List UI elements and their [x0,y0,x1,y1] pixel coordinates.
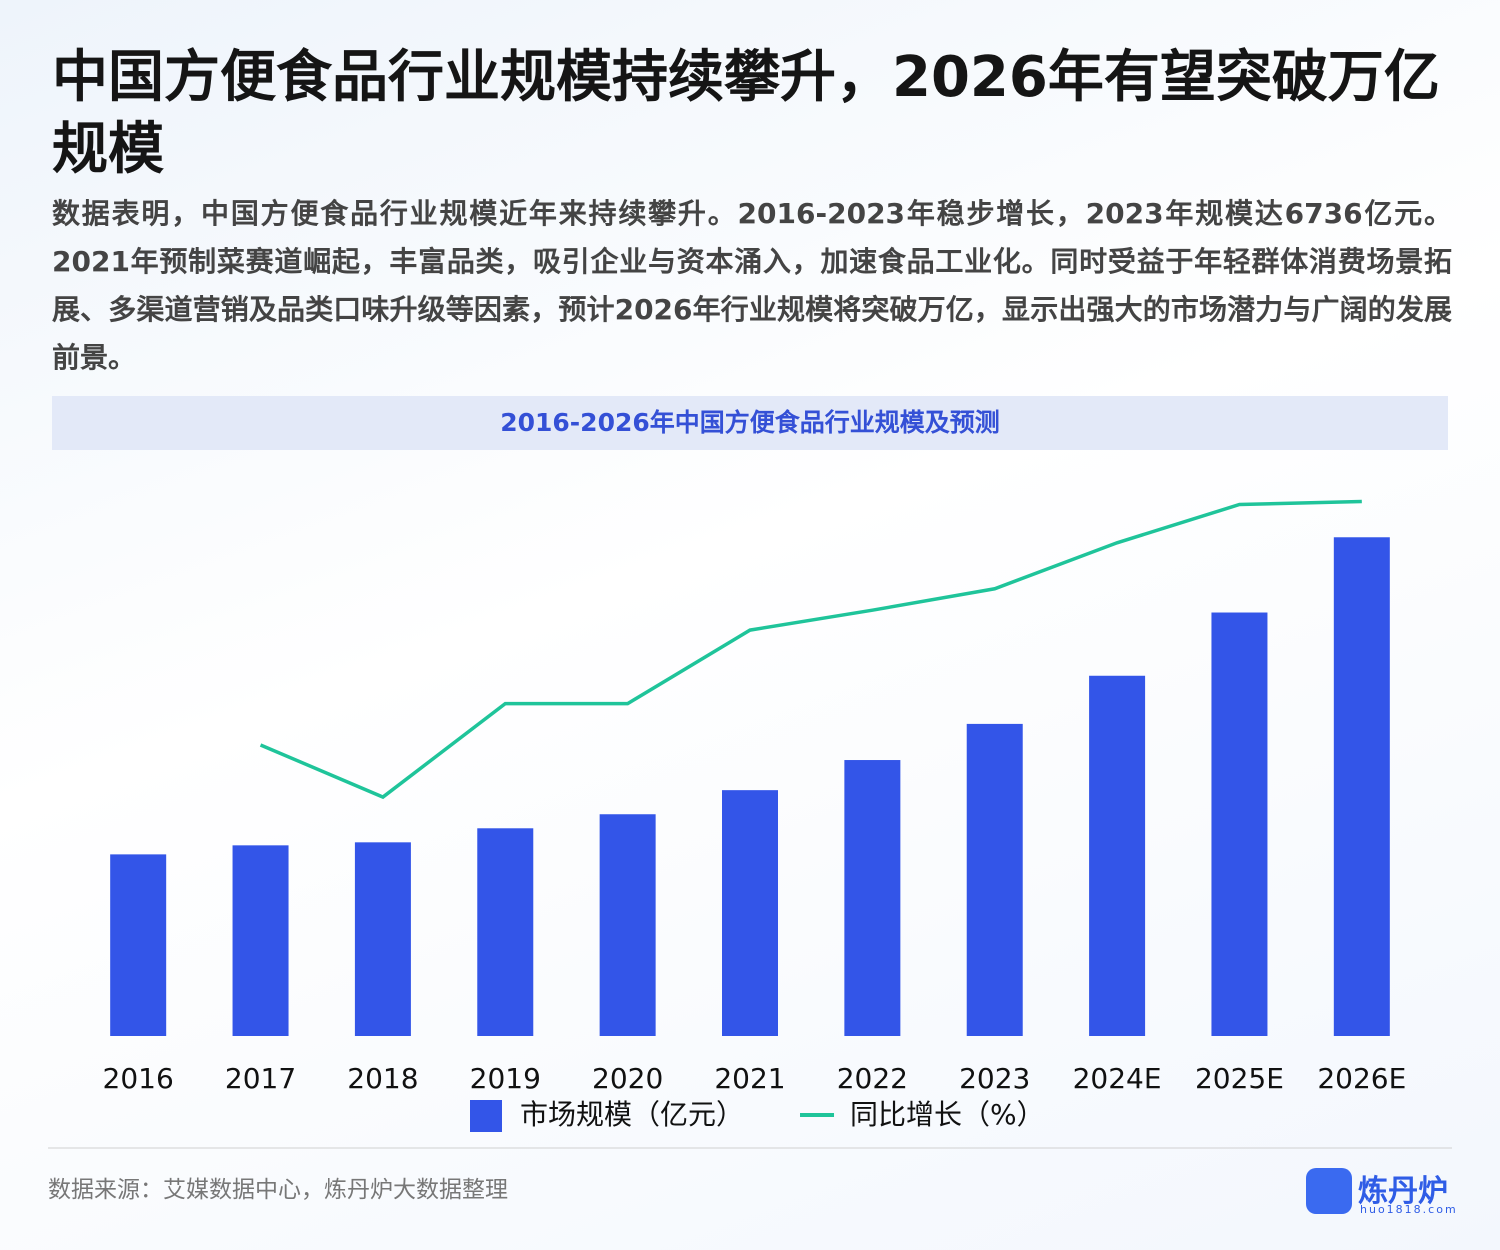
bar [722,790,778,1036]
x-tick-label: 2021 [714,1062,785,1095]
bar [1089,675,1146,1036]
x-tick-label: 2024E [1073,1062,1162,1095]
bar [232,845,289,1036]
bar [599,814,656,1036]
bar [354,842,411,1036]
bar [477,828,534,1036]
bar [110,854,167,1036]
bar [1211,612,1268,1036]
description: 数据表明，中国方便食品行业规模近年来持续攀升。2016-2023年稳步增长，20… [52,197,1452,374]
x-tick-label: 2022 [837,1062,908,1095]
x-tick-label: 2023 [959,1062,1030,1095]
x-tick-label: 2018 [347,1062,418,1095]
bar [844,760,901,1036]
source: 数据来源：艾媒数据中心，炼丹炉大数据整理 [48,1177,508,1203]
legend-swatch [470,1100,502,1132]
legend-label: 同比增长（%） [850,1098,1045,1131]
page-title: 中国方便食品行业规模持续攀升，2026年有望突破万亿规模 [52,45,1440,182]
x-tick-label: 2017 [225,1062,296,1095]
logo-name: 炼丹炉 [1358,1174,1448,1209]
x-tick-label: 2026E [1317,1062,1406,1095]
x-tick-label: 2019 [470,1062,541,1095]
bar [966,723,1023,1036]
x-tick-label: 2016 [103,1062,174,1095]
legend-label: 市场规模（亿元） [520,1098,744,1131]
chart-title: 2016-2026年中国方便食品行业规模及预测 [52,396,1448,450]
x-tick-label: 2025E [1195,1062,1284,1095]
line [259,499,1362,800]
x-tick-label: 2020 [592,1062,663,1095]
logo-url: huo1818.com [1360,1203,1458,1216]
logo-icon [1306,1168,1352,1214]
bar [1333,537,1390,1036]
